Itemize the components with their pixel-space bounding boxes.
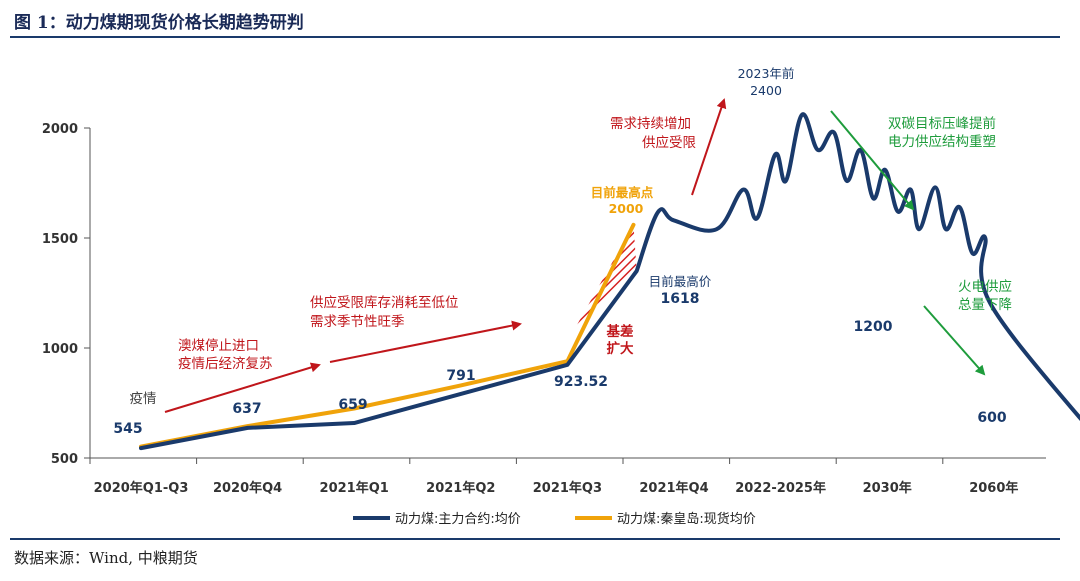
annotation-thermal-1: 火电供应 [958,278,1012,295]
x-tick-label: 2021年Q4 [639,480,708,496]
legend-label-futures: 动力煤:主力合约:均价 [395,512,521,527]
data-label-600: 600 [977,410,1006,426]
data-label-791: 791 [446,368,475,384]
x-tick-label: 2020年Q4 [213,480,282,496]
x-tick-label: 2060年 [969,480,1018,496]
x-tick-label: 2021年Q1 [320,480,389,496]
annotation-peak-1: 2023年前 [738,66,795,81]
annotation-demand-1: 需求持续增加 [610,116,691,132]
data-label-923: 923.52 [554,374,608,390]
y-tick-label: 1500 [42,232,78,247]
annotation-demand-2: 供应受限 [642,134,696,151]
legend-label-spot: 动力煤:秦皇岛:现货均价 [617,511,756,527]
source-note: 数据来源：Wind, 中粮期货 [14,549,198,567]
data-label-1200: 1200 [854,319,893,335]
data-label-545: 545 [113,421,142,437]
annotation-thermal-2: 总量下降 [958,297,1012,313]
annotation-spot-high-1: 目前最高点 [591,185,654,200]
annotation-futures-high: 目前最高价 [649,274,712,289]
legend: 动力煤:主力合约:均价 动力煤:秦皇岛:现货均价 [353,511,756,527]
annotation-supply-1: 供应受限库存消耗至低位 [310,294,459,311]
series-futures-line [139,112,1080,451]
footer-divider [10,538,1060,540]
annotation-basis-2: 扩大 [607,340,635,357]
y-tick-label: 2000 [42,122,78,137]
x-tick-label: 2022-2025年 [735,480,826,496]
annotation-carbon-2: 电力供应结构重塑 [888,133,996,150]
arrow-thermal-down [923,305,986,376]
annotation-basis-1: 基差 [607,323,634,340]
x-tick-label: 2021年Q3 [533,480,602,496]
data-label-659: 659 [338,397,367,413]
annotation-aus-1: 澳煤停止进口 [178,337,259,354]
annotation-aus-2: 疫情后经济复苏 [178,355,273,372]
annotation-spot-high-2: 2000 [609,201,644,216]
annotation-carbon-1: 双碳目标压峰提前 [888,115,996,132]
arrow-covid-recovery [164,362,321,413]
y-ticks: 2000 1500 1000 500 [42,122,90,467]
y-tick-label: 500 [51,452,78,467]
x-tick-label: 2021年Q2 [426,480,495,496]
x-tick-label: 2020年Q1-Q3 [94,480,189,496]
annotation-covid: 疫情 [130,391,157,407]
x-ticks: 2020年Q1-Q3 2020年Q4 2021年Q1 2021年Q2 2021年Q3 20… [89,458,1018,496]
arrow-demand-up [691,98,727,196]
data-label-1618: 1618 [661,291,700,307]
title-divider [10,36,1060,38]
data-label-637: 637 [232,401,261,417]
page-title: 图 1：动力煤期现货价格长期趋势研判 [14,13,304,33]
arrow-carbon-down [830,110,915,211]
annotation-supply-2: 需求季节性旺季 [310,314,405,330]
arrow-supply-limit [329,320,522,363]
annotation-peak-2: 2400 [750,83,782,98]
y-tick-label: 1000 [42,342,78,357]
x-tick-label: 2030年 [863,480,912,496]
